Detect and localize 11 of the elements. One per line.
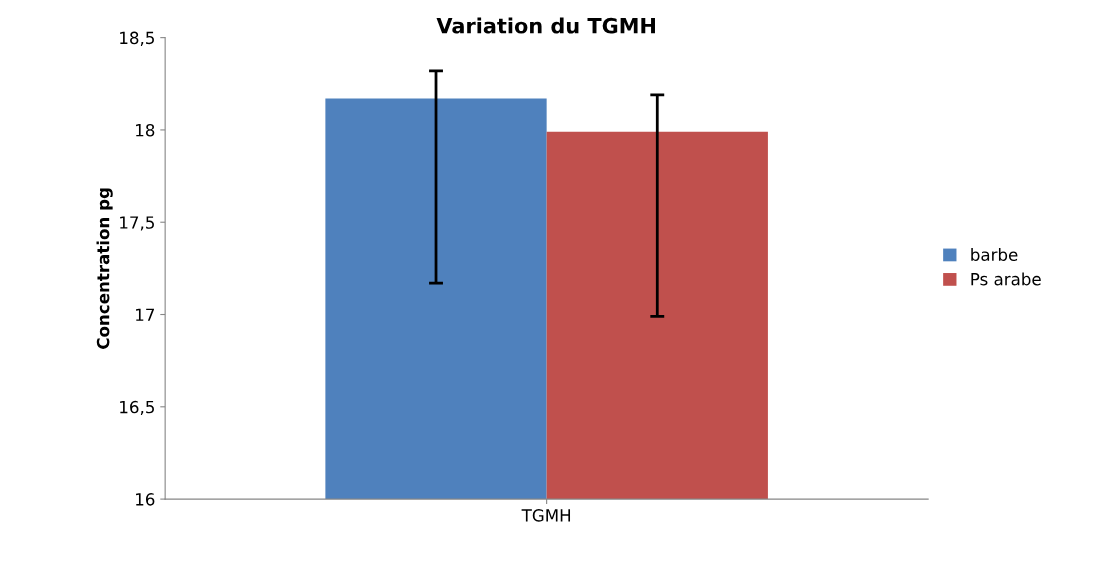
x-tick-label: TGMH — [521, 509, 571, 522]
chart-title: Variation du TGMH — [436, 17, 655, 34]
legend-label: Ps arabe — [971, 272, 1041, 286]
y-tick-label: 18,5 — [120, 31, 154, 46]
y-tick-label: 16 — [136, 493, 155, 506]
y-axis-title: Concentration pg — [96, 188, 113, 349]
legend-label: barbe — [971, 248, 1018, 261]
y-tick-label: 17 — [136, 308, 154, 321]
y-tick-label: 17,5 — [120, 216, 154, 231]
y-tick-label: 16,5 — [120, 400, 154, 416]
y-tick-label: 18 — [136, 123, 155, 137]
